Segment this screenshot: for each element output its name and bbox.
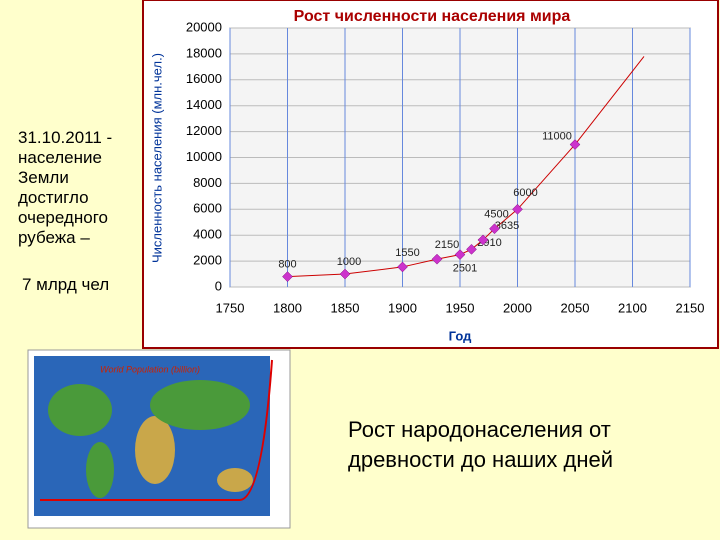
- land: [86, 442, 114, 498]
- side-value: 7 млрд чел: [22, 275, 110, 294]
- x-tick-label: 1900: [388, 300, 417, 315]
- x-tick-label: 1750: [216, 300, 245, 315]
- marker: [569, 139, 581, 150]
- marker: [489, 223, 500, 235]
- marker: [339, 268, 351, 280]
- marker: [397, 261, 408, 273]
- x-tick-label: 2000: [503, 300, 532, 315]
- y-tick-label: 6000: [193, 201, 222, 216]
- land: [217, 468, 253, 492]
- x-tick-label: 2100: [618, 300, 647, 315]
- data-label: 1000: [337, 256, 361, 268]
- y-tick-label: 8000: [193, 175, 222, 190]
- map-title: World Population (billion): [100, 364, 200, 374]
- data-line: [287, 144, 576, 278]
- y-tick-label: 0: [215, 278, 222, 293]
- data-label: 11000: [542, 130, 572, 142]
- x-tick-label: 1850: [331, 300, 360, 315]
- caption: Рост народонаселения от древности до наш…: [348, 417, 613, 472]
- x-tick-label: 2150: [676, 300, 705, 315]
- data-label: 4500: [484, 209, 508, 221]
- y-axis-label: Численность населения (млн.чел.): [149, 53, 164, 263]
- y-tick-label: 2000: [193, 253, 222, 268]
- y-tick-label: 14000: [186, 97, 222, 112]
- y-tick-label: 16000: [186, 71, 222, 86]
- marker: [431, 253, 443, 265]
- chart-title: Рост численности населения мира: [294, 8, 571, 25]
- land: [150, 380, 250, 430]
- x-tick-label: 1800: [273, 300, 302, 315]
- marker: [454, 249, 466, 260]
- data-label: 2150: [435, 239, 459, 251]
- data-label: 6000: [513, 187, 537, 199]
- x-axis-label: Год: [449, 328, 472, 343]
- trend-line: [574, 56, 645, 145]
- x-tick-label: 1950: [446, 300, 475, 315]
- land: [48, 384, 112, 436]
- data-label: 3635: [495, 220, 519, 232]
- map-curve: [40, 359, 273, 501]
- marker: [466, 243, 477, 255]
- y-tick-label: 10000: [186, 149, 222, 164]
- data-label: 1550: [395, 247, 419, 259]
- land: [135, 416, 175, 484]
- marker: [477, 234, 489, 246]
- data-label: 800: [278, 259, 296, 271]
- y-tick-label: 18000: [186, 45, 222, 60]
- marker: [282, 271, 293, 282]
- y-tick-label: 12000: [186, 123, 222, 138]
- map-image: World Population (billion): [27, 349, 291, 529]
- marker: [512, 203, 523, 215]
- y-tick-label: 20000: [186, 19, 222, 34]
- y-tick-label: 4000: [193, 227, 222, 242]
- data-label: 2501: [453, 263, 477, 275]
- side-text: 31.10.2011 - население Земли достигло оч…: [18, 128, 113, 247]
- x-tick-label: 2050: [561, 300, 590, 315]
